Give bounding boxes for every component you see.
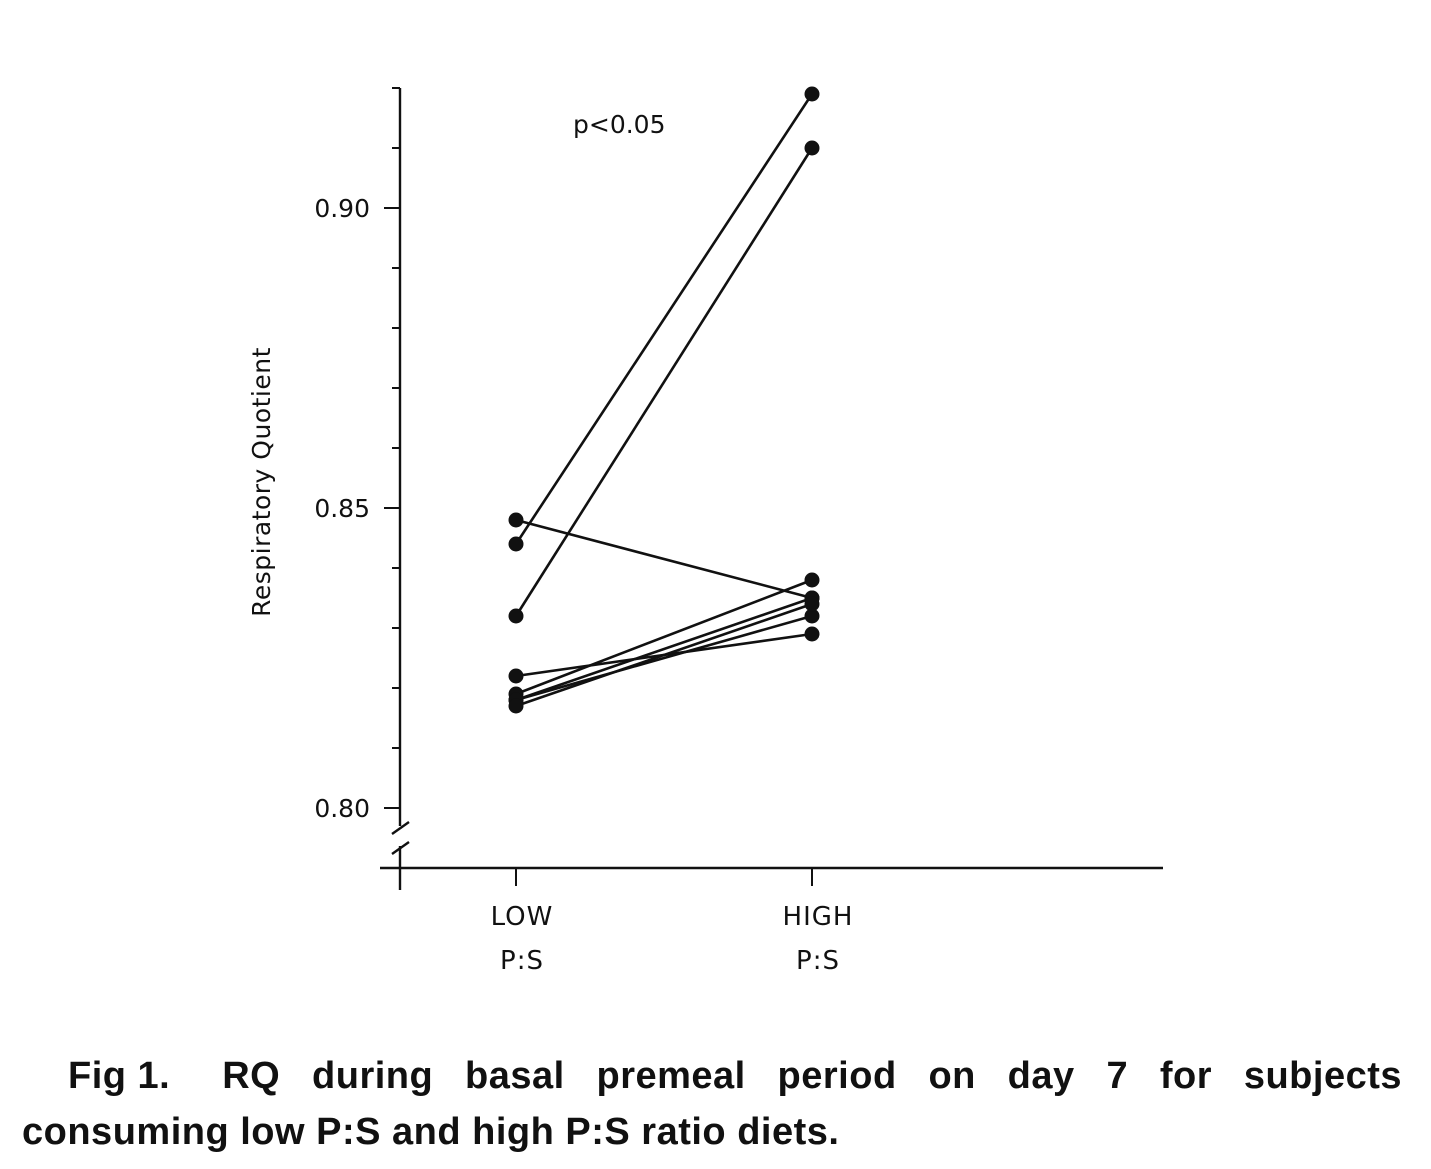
figure-caption: Fig 1. RQ during basal premeal period on… bbox=[22, 1048, 1402, 1160]
y-tick-label: 0.85 bbox=[314, 494, 370, 523]
data-point-2-high bbox=[804, 140, 820, 156]
caption-figure-label: Fig 1. bbox=[68, 1055, 171, 1097]
series-line-1 bbox=[514, 93, 814, 545]
data-points bbox=[508, 86, 820, 714]
data-point-8-low bbox=[508, 698, 524, 714]
chart-labels: 0.80 0.85 0.90 Respiratory Quotient LOW P:S HI… bbox=[247, 110, 854, 976]
y-axis-title: Respiratory Quotient bbox=[247, 347, 276, 617]
data-point-2-low bbox=[508, 608, 524, 624]
series-line-3 bbox=[515, 518, 813, 600]
x-category-label-line2: P:S bbox=[796, 946, 840, 976]
data-point-7-high bbox=[804, 608, 820, 624]
caption-text-line-1: RQ during basal premeal period on day 7 … bbox=[222, 1055, 1402, 1097]
data-point-1-high bbox=[804, 86, 820, 102]
data-point-8-high bbox=[804, 596, 820, 612]
series-lines bbox=[514, 93, 814, 708]
data-point-4-high bbox=[804, 626, 820, 642]
axis-break-mark-lower bbox=[391, 841, 410, 855]
data-point-4-low bbox=[508, 668, 524, 684]
series-line-6 bbox=[515, 596, 813, 702]
caption-text-line-2: consuming low P:S and high P:S ratio die… bbox=[22, 1111, 840, 1153]
p-value-annotation: p<0.05 bbox=[573, 110, 665, 139]
x-category-label-line2: P:S bbox=[500, 946, 544, 976]
axis-break-mark-upper bbox=[391, 821, 410, 835]
chart-axes bbox=[380, 87, 1163, 890]
series-line-5 bbox=[515, 578, 813, 696]
series-line-2 bbox=[514, 147, 814, 617]
series-line-8 bbox=[515, 602, 813, 708]
data-point-5-high bbox=[804, 572, 820, 588]
x-category-label-line1: LOW bbox=[491, 902, 554, 932]
x-category-label-line1: HIGH bbox=[783, 902, 854, 932]
data-point-3-low bbox=[508, 512, 524, 528]
y-tick-label: 0.90 bbox=[314, 194, 370, 223]
data-point-1-low bbox=[508, 536, 524, 552]
y-tick-label: 0.80 bbox=[314, 794, 370, 823]
rq-chart: 0.80 0.85 0.90 Respiratory Quotient LOW P:S HI… bbox=[247, 86, 1163, 976]
series-line-7 bbox=[515, 614, 813, 702]
